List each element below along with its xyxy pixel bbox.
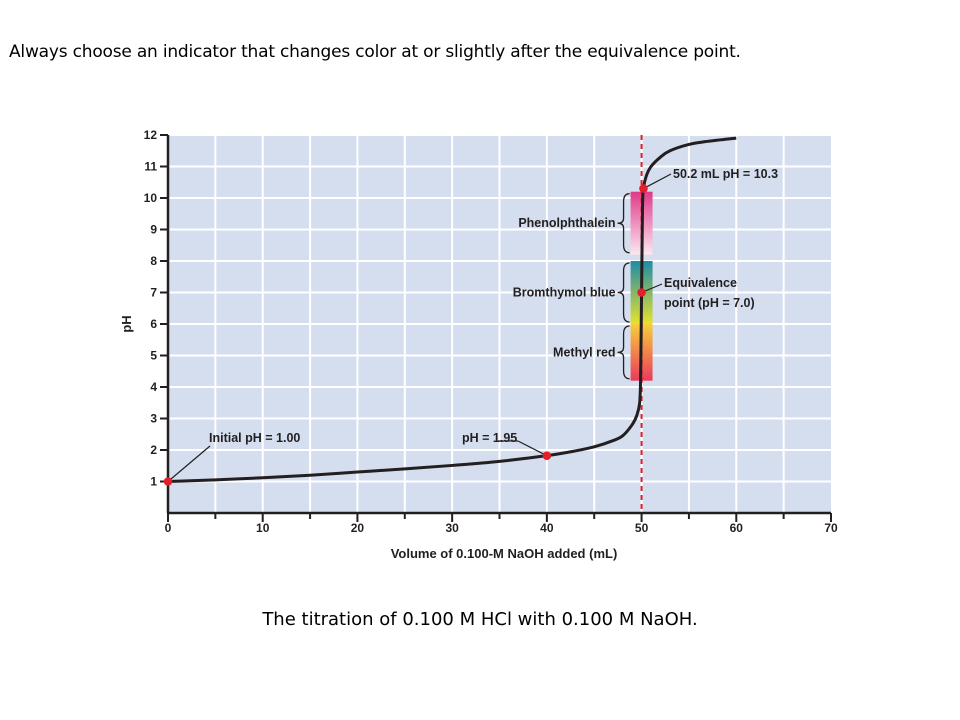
y-tick-label: 2	[150, 443, 157, 457]
x-tick-label: 70	[824, 521, 838, 535]
data-point-2	[637, 288, 646, 297]
figure-caption: The titration of 0.100 M HCl with 0.100 …	[262, 609, 698, 630]
indicator-label-methyl: Methyl red	[553, 345, 616, 359]
y-tick-label: 7	[150, 286, 157, 300]
x-tick-label: 60	[730, 521, 744, 535]
indicator-label-phenol: Phenolphthalein	[518, 216, 615, 230]
annotation-502-ml: 50.2 mL pH = 10.3	[673, 167, 778, 181]
y-tick-label: 10	[144, 191, 158, 205]
indicator-tip-text: Always choose an indicator that changes …	[9, 42, 741, 62]
annotation-equivalence-line1: Equivalence	[664, 276, 737, 290]
x-tick-label: 20	[351, 521, 365, 535]
leader-line-502	[643, 173, 672, 190]
y-tick-label: 6	[150, 317, 157, 331]
data-points	[163, 184, 648, 486]
y-tick-label: 4	[150, 380, 157, 394]
x-axis-ticks: 0 10 20 30 40 50 60 70	[165, 513, 838, 535]
y-tick-label: 9	[150, 223, 157, 237]
indicator-label-bromo: Bromthymol blue	[513, 286, 616, 300]
y-tick-label: 11	[144, 160, 157, 174]
y-tick-label: 12	[144, 128, 158, 142]
leader-line-initial	[167, 445, 211, 482]
data-point-1	[542, 451, 552, 460]
y-tick-label: 5	[150, 349, 157, 363]
data-point-3	[639, 184, 648, 193]
data-point-0	[163, 477, 173, 486]
x-tick-label: 40	[540, 521, 554, 535]
annotation-initial-ph: Initial pH = 1.00	[209, 431, 300, 445]
annotation-equivalence-line2: point (pH = 7.0)	[664, 296, 755, 310]
y-axis-label: pH	[119, 315, 134, 332]
titration-curve	[167, 136, 737, 483]
y-tick-label: 1	[150, 475, 157, 489]
x-axis-label: Volume of 0.100-M NaOH added (mL)	[391, 546, 618, 561]
y-tick-label: 3	[150, 412, 157, 426]
y-tick-label: 8	[150, 254, 157, 268]
x-tick-label: 0	[165, 521, 172, 535]
x-tick-label: 30	[445, 521, 459, 535]
x-tick-label: 50	[635, 521, 649, 535]
annotation-ph-195: pH = 1.95	[462, 431, 517, 445]
x-tick-label: 10	[256, 521, 270, 535]
leader-line-ph-195	[517, 440, 548, 457]
annotations: Initial pH = 1.00 pH = 1.95 Equivalence poi…	[167, 167, 778, 482]
